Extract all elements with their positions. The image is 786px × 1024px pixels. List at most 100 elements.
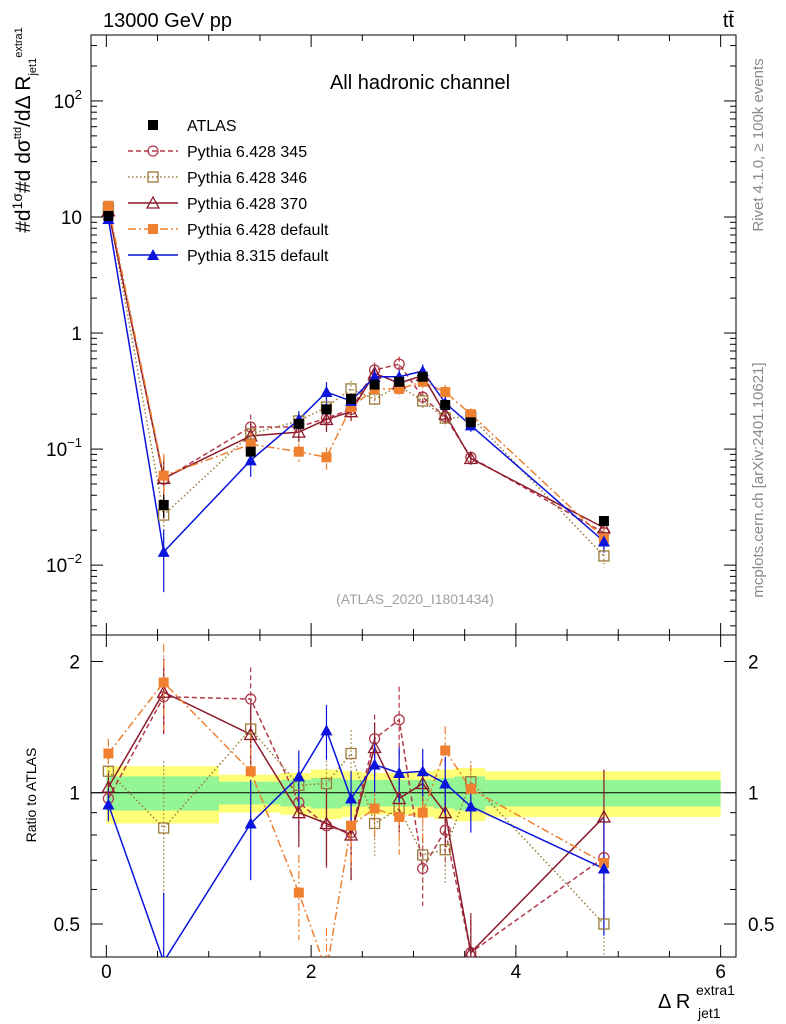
ratio-marker-pythia-8-315-default	[464, 800, 477, 812]
ratio-tick-label-right: 0.5	[748, 915, 774, 936]
ratio-tick-label-right: 1	[748, 784, 759, 805]
marker-pythia-6-428-346	[158, 509, 170, 521]
ratio-marker-pythia-6-428-370	[319, 816, 334, 830]
ratio-line-pythia-6-428-default	[107, 681, 605, 957]
x-tick-label: 6	[715, 962, 726, 983]
ratio-marker-pythia-6-428-default	[103, 748, 114, 759]
ratio-marker-pythia-8-315-default	[345, 792, 358, 804]
ratio-marker-pythia-6-428-default	[293, 887, 304, 898]
marker-pythia-6-428-346	[417, 395, 429, 407]
ratio-series-lines	[107, 681, 605, 957]
ratio-marker-pythia-6-428-default	[245, 766, 256, 777]
error-bars	[107, 201, 605, 593]
ratio-marker-pythia-6-428-370	[291, 805, 306, 819]
legend-label-pythia-6-428-370: Pythia 6.428 370	[187, 196, 307, 213]
ratio-marker-pythia-8-315-default	[439, 777, 452, 789]
ratio-marker-pythia-6-428-346	[158, 822, 170, 834]
ratio-marker-pythia-6-428-345	[393, 714, 405, 726]
ratio-marker-pythia-8-315-default	[597, 862, 610, 874]
ratio-marker-pythia-6-428-346	[439, 844, 451, 856]
legend-marker-pythia-8-315-default	[147, 249, 159, 260]
ratio-marker-pythia-6-428-345	[368, 733, 381, 745]
marker-pythia-6-428-346	[368, 393, 381, 405]
axis-ticks: 10−2 10−1 1 10 102 0.5 0.5 1 1 2 2 0 2 4 6	[46, 35, 774, 983]
marker-pythia-8-315-default	[368, 370, 381, 382]
marker-pythia-6-428-346	[345, 383, 357, 395]
legend-label-pythia-6-428-345: Pythia 6.428 345	[187, 144, 307, 161]
ratio-marker-pythia-8-315-default	[102, 798, 115, 810]
marker-pythia-8-315-default	[597, 535, 610, 547]
x-axis-label: Δ R extra1 jet1	[658, 982, 735, 1021]
ratio-tick-label-right: 2	[748, 652, 759, 673]
ratio-marker-pythia-8-315-default	[292, 770, 305, 782]
marker-atlas	[598, 516, 609, 527]
y-axis-label-main: #d1σ#d dσttd/dΔ Rjet1extra1	[9, 27, 39, 233]
marker-pythia-6-428-default	[245, 439, 256, 450]
ratio-marker-pythia-6-428-default	[321, 966, 331, 976]
y-tick-label: 10−2	[46, 551, 82, 577]
marker-atlas	[293, 418, 304, 429]
ratio-marker-pythia-8-315-default	[393, 766, 406, 778]
ratio-tick-label-left: 1	[69, 784, 80, 805]
marker-pythia-6-428-default	[293, 446, 304, 457]
marker-pythia-6-428-default	[465, 409, 476, 420]
ratio-marker-pythia-6-428-346	[320, 777, 333, 790]
ratio-marker-pythia-6-428-346	[102, 765, 115, 777]
series-lines	[107, 205, 605, 557]
ratio-marker-pythia-6-428-346	[245, 723, 257, 735]
marker-atlas	[440, 399, 451, 410]
ratio-marker-pythia-6-428-370	[464, 945, 478, 957]
marker-pythia-8-315-default	[157, 545, 170, 557]
svg-text:#d1σ#d dσttd/dΔ Rjet1extra1: #d1σ#d dσttd/dΔ Rjet1extra1	[9, 27, 39, 233]
channel-title: All hadronic channel	[330, 72, 510, 94]
ratio-marker-pythia-6-428-default	[440, 745, 451, 756]
svg-text:jet1: jet1	[697, 1005, 721, 1021]
line-pythia-6-428-346	[107, 207, 605, 557]
marker-atlas	[394, 376, 405, 387]
ratio-marker-pythia-6-428-default	[346, 820, 357, 831]
ratio-marker-pythia-6-428-370	[415, 776, 430, 790]
ratio-marker-pythia-6-428-default	[158, 677, 169, 688]
marker-atlas	[346, 394, 357, 405]
marker-atlas	[417, 371, 428, 382]
ratio-marker-pythia-6-428-346	[368, 817, 381, 830]
legend-label-atlas: ATLAS	[187, 118, 237, 135]
marker-atlas	[158, 499, 169, 510]
analysis-id: (ATLAS_2020_I1801434)	[336, 591, 494, 607]
site-label: mcplots.cern.ch [arXiv:2401.10621]	[750, 362, 767, 597]
ratio-marker-pythia-8-315-default	[162, 955, 165, 957]
marker-pythia-6-428-default	[346, 402, 357, 413]
ratio-marker-pythia-8-315-default	[244, 817, 257, 829]
ratio-marker-pythia-8-315-default	[320, 724, 333, 736]
line-pythia-6-428-345	[107, 210, 605, 534]
ratio-marker-pythia-6-428-345	[417, 862, 429, 875]
ratio-tick-label-left: 0.5	[54, 915, 80, 936]
marker-atlas	[369, 379, 380, 390]
ratio-tick-label-left: 2	[69, 652, 80, 673]
marker-pythia-6-428-default	[440, 387, 451, 398]
marker-pythia-6-428-default	[158, 470, 169, 481]
legend-label-pythia-6-428-346: Pythia 6.428 346	[187, 170, 307, 187]
ratio-marker-pythia-6-428-346	[598, 918, 610, 930]
ratio-marker-pythia-6-428-370	[596, 809, 612, 823]
marker-pythia-8-315-default	[320, 386, 333, 398]
legend-marker-pythia-6-428-default	[148, 224, 158, 234]
ratio-marker-pythia-6-428-345	[245, 693, 257, 705]
line-pythia-6-428-370	[107, 210, 605, 529]
ratio-marker-pythia-8-315-default	[416, 765, 429, 777]
legend: ATLAS Pythia 6.428 345 Pythia 6.428 346 Pyt…	[128, 118, 329, 265]
y-tick-label: 10	[61, 208, 82, 229]
ratio-marker-pythia-6-428-default	[465, 783, 476, 794]
ratio-marker-pythia-6-428-346	[345, 747, 357, 760]
ratio-marker-pythia-6-428-370	[343, 827, 359, 841]
marker-pythia-6-428-370	[319, 412, 334, 426]
marker-pythia-6-428-370	[463, 451, 478, 465]
rivet-version-label: Rivet 4.1.0, ≥ 100k events	[750, 58, 767, 231]
ratio-marker-pythia-6-428-default	[417, 807, 428, 818]
y-tick-label: 1	[71, 324, 82, 345]
marker-pythia-6-428-370	[438, 406, 453, 420]
x-tick-label: 4	[511, 962, 522, 983]
data-markers	[101, 200, 612, 562]
marker-pythia-6-428-default	[321, 452, 332, 463]
